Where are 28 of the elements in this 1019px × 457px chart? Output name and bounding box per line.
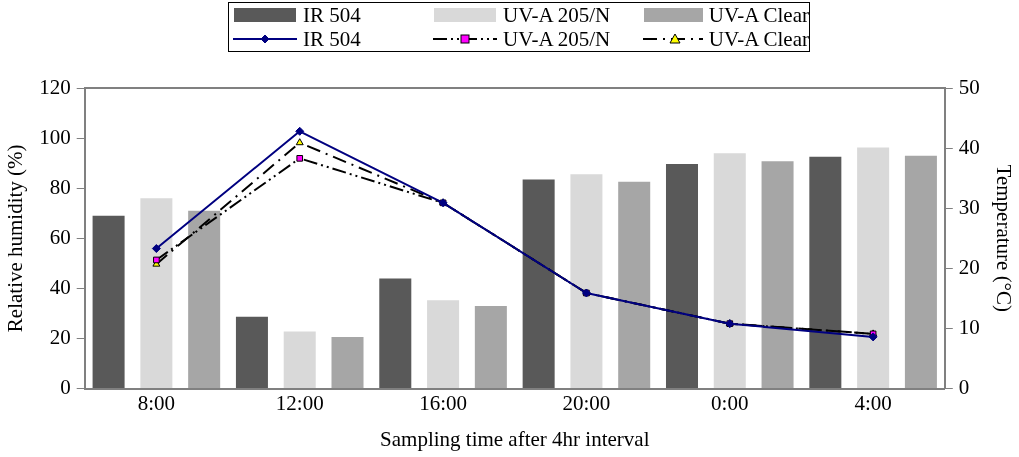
y-axis-title: Relative humidity (%) [3,144,28,333]
y2-axis-title: Temperature (°C) [991,164,1016,313]
x-tick-label: 12:00 [275,390,324,415]
x-tick-label: 20:00 [562,390,611,415]
y2-tick-label: 10 [958,315,980,339]
legend-label: UV-A 205/N [503,3,611,27]
y-tick-label: 40 [49,274,71,299]
y2-tick-label: 30 [958,194,980,219]
x-tick-label: 16:00 [419,390,467,415]
legend-label: UV-A Clear [708,3,809,27]
x-tick-label: 8:00 [137,390,176,415]
y-tick-label: 100 [39,124,71,149]
legend-label: IR 504 [303,27,361,51]
x-tick-label: 0:00 [711,390,749,415]
y-tick-label: 60 [49,224,71,249]
legend-label: IR 504 [303,3,361,27]
y2-tick-label: 0 [958,375,970,400]
y-tick-label: 120 [39,74,71,99]
x-tick-label: 4:00 [854,390,892,415]
y2-tick-label: 20 [958,254,980,279]
y-tick-label: 80 [49,174,71,199]
x-axis-title: Sampling time after 4hr interval [380,426,650,451]
y-tick-label: 0 [60,375,71,400]
y2-tick-label: 50 [958,74,980,99]
legend-label: UV-A 205/N [503,27,611,51]
y2-tick-label: 40 [958,134,980,159]
y-tick-label: 20 [49,325,71,350]
legend-label: UV-A Clear [708,27,809,51]
